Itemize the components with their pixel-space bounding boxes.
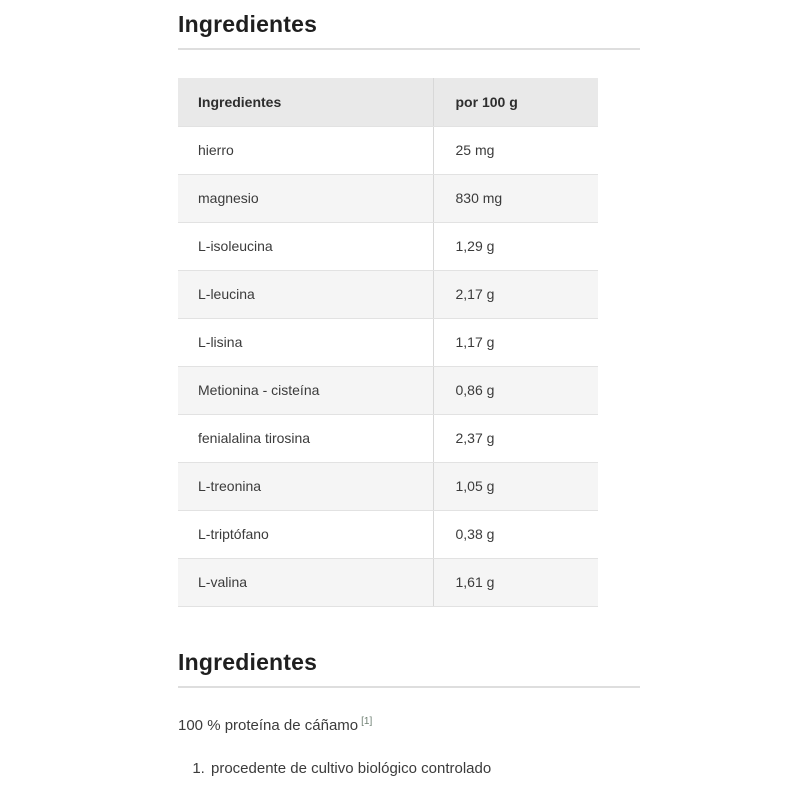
ingredients-table: Ingredientes por 100 g hierro 25 mg magn… (178, 78, 598, 607)
ingredient-value: 1,29 g (432, 222, 598, 271)
column-header-ingredient: Ingredientes (178, 78, 433, 127)
table-row: Metionina - cisteína 0,86 g (178, 366, 598, 415)
ingredient-value: 0,86 g (432, 366, 598, 415)
ingredient-value: 830 mg (432, 174, 598, 223)
ingredient-name: hierro (178, 126, 433, 175)
table-row: L-leucina 2,17 g (178, 270, 598, 319)
ingredient-value: 1,17 g (432, 318, 598, 367)
section-divider-bottom (178, 686, 640, 689)
ingredient-name: L-isoleucina (178, 222, 433, 271)
ingredient-value: 1,61 g (432, 558, 598, 607)
column-header-per-100g: por 100 g (432, 78, 598, 127)
ingredient-statement-text: 100 % proteína de cáñamo (178, 717, 359, 735)
table-row: L-isoleucina 1,29 g (178, 222, 598, 271)
ingredient-name: L-leucina (178, 270, 433, 319)
table-row: L-triptófano 0,38 g (178, 510, 598, 559)
footnote-reference-link[interactable]: [1] (361, 716, 373, 728)
content-column: Ingredientes Ingredientes por 100 g hier… (178, 11, 640, 777)
table-row: hierro 25 mg (178, 126, 598, 175)
ingredient-name: Metionina - cisteína (178, 366, 433, 415)
section-divider-top (178, 48, 640, 51)
table-row: L-treonina 1,05 g (178, 462, 598, 511)
section-title-bottom: Ingredientes (178, 648, 318, 675)
table-row: magnesio 830 mg (178, 174, 598, 223)
ingredient-name: L-valina (178, 558, 433, 607)
ingredient-name: L-treonina (178, 462, 433, 511)
ingredient-name: L-lisina (178, 318, 433, 367)
section-bottom: Ingredientes 100 % proteína de cáñamo [1]… (178, 648, 640, 777)
ingredient-name: L-triptófano (178, 510, 433, 559)
table-body: hierro 25 mg magnesio 830 mg L-isoleucin… (178, 126, 598, 607)
ingredient-name: fenialalina tirosina (178, 414, 433, 463)
table-row: fenialalina tirosina 2,37 g (178, 414, 598, 463)
ingredient-value: 25 mg (432, 126, 598, 175)
table-header: Ingredientes por 100 g (178, 78, 598, 127)
ingredient-name: magnesio (178, 174, 433, 223)
ingredient-value: 1,05 g (432, 462, 598, 511)
ingredient-value: 0,38 g (432, 510, 598, 559)
table-row: L-lisina 1,17 g (178, 318, 598, 367)
table-row: L-valina 1,61 g (178, 558, 598, 607)
footnote-item: procedente de cultivo biológico controla… (209, 760, 640, 777)
section-title-top: Ingredientes (178, 11, 318, 37)
table-header-row: Ingredientes por 100 g (178, 78, 598, 127)
ingredient-value: 2,17 g (432, 270, 598, 319)
ingredient-statement: 100 % proteína de cáñamo [1] (178, 716, 640, 734)
ingredient-value: 2,37 g (432, 414, 598, 463)
footnote-list: procedente de cultivo biológico controla… (209, 760, 640, 777)
